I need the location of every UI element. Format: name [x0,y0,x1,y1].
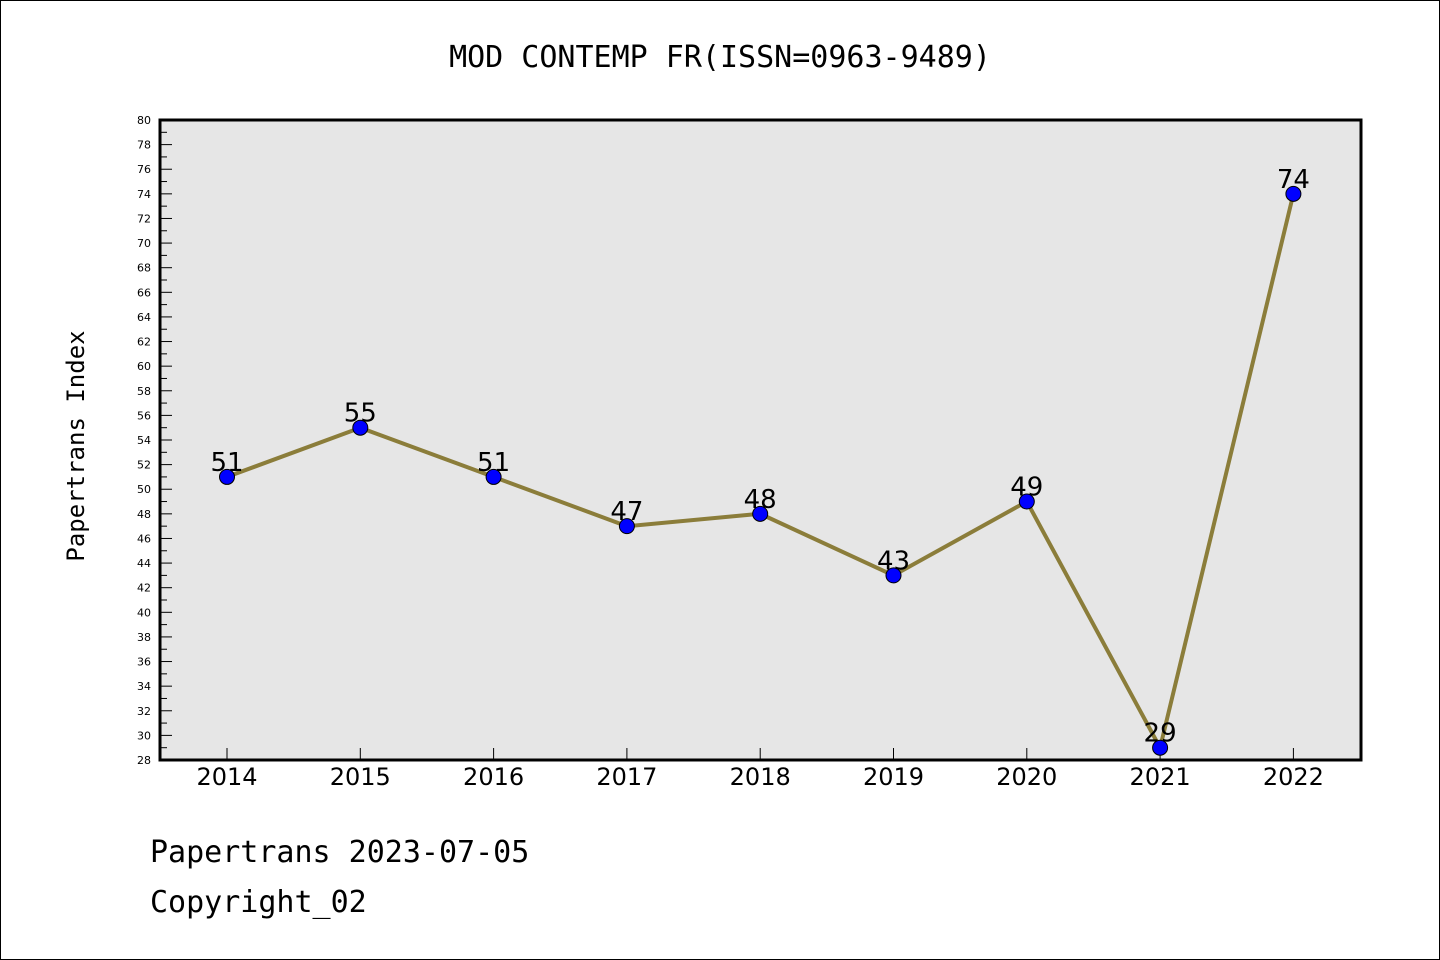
y-tick-label: 74 [137,188,151,201]
data-label-2019: 43 [877,546,910,576]
chart-title: MOD CONTEMP FR(ISSN=0963-9489) [449,40,991,75]
y-axis-label: Papertrans Index [62,330,90,561]
y-tick-label: 76 [137,163,151,176]
data-point-2017 [618,518,635,535]
data-point-2019 [885,567,902,584]
y-tick-label: 40 [137,606,151,619]
data-point-2015 [352,419,369,436]
y-tick-label: 34 [137,680,151,693]
x-tick-label: 2022 [1263,763,1324,791]
x-tick-label: 2021 [1130,763,1191,791]
y-tick-label: 78 [137,139,151,152]
x-tick-label: 2018 [730,763,791,791]
y-tick-label: 66 [137,286,151,299]
data-label-2021: 29 [1144,719,1177,749]
data-label-2016: 51 [477,448,510,478]
x-axis-ticks: 2014 2015 2016 2017 2018 2019 2020 2021 2022 [196,748,1324,791]
x-tick-label: 2020 [996,763,1057,791]
y-tick-label: 56 [137,409,151,422]
data-label-2017: 47 [610,497,643,527]
x-tick-label: 2015 [330,763,391,791]
data-label-2020: 49 [1010,473,1043,503]
data-label-2018: 48 [744,485,777,515]
y-tick-label: 72 [137,212,151,225]
plot-area [158,118,1363,762]
y-tick-label: 38 [137,631,151,644]
y-tick-label: 70 [137,237,151,250]
x-tick-label: 2014 [196,763,257,791]
data-labels-group: 51 55 51 47 48 43 49 29 74 [210,165,1309,749]
data-point-2016 [485,468,502,485]
footer-source: Papertrans 2023-07-05 [150,835,530,870]
data-label-2014: 51 [210,448,243,478]
y-tick-label: 58 [137,385,151,398]
y-tick-label: 52 [137,459,151,472]
y-tick-label: 30 [137,729,151,742]
data-point-2022 [1285,185,1302,202]
y-tick-label: 32 [137,705,151,718]
data-point-2021 [1152,739,1169,756]
y-tick-label: 46 [137,532,151,545]
y-tick-label: 28 [137,754,151,767]
y-axis-ticks: 28 30 32 34 36 38 40 42 44 46 48 50 52 54 56 58 60 62 64 66… [137,114,172,767]
y-tick-label: 80 [137,114,151,127]
y-tick-label: 48 [137,508,151,521]
x-tick-label: 2019 [863,763,924,791]
data-label-2022: 74 [1277,165,1310,195]
y-tick-label: 68 [137,262,151,275]
markers-group [219,185,1302,756]
y-tick-label: 62 [137,336,151,349]
y-tick-label: 60 [137,360,151,373]
y-tick-label: 54 [137,434,151,447]
footer-copyright: Copyright_02 [150,885,367,920]
y-tick-label: 42 [137,582,151,595]
x-tick-label: 2016 [463,763,524,791]
y-tick-label: 64 [137,311,151,324]
y-tick-label: 44 [137,557,151,570]
data-point-2020 [1018,493,1035,510]
x-tick-label: 2017 [596,763,657,791]
data-point-2014 [219,468,235,485]
data-point-2018 [752,505,769,522]
data-label-2015: 55 [344,399,377,429]
y-tick-label: 50 [137,483,151,496]
y-tick-label: 36 [137,656,151,669]
